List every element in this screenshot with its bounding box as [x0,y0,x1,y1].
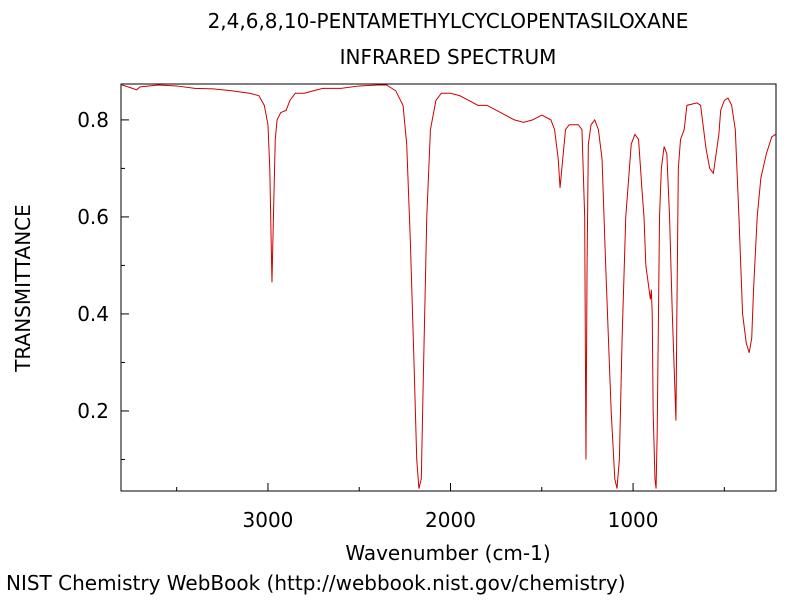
chart-title: 2,4,6,8,10-PENTAMETHYLCYCLOPENTASILOXANE [208,9,689,33]
y-tick-label: 0.4 [77,302,109,326]
footer: NIST Chemistry WebBook (http://webbook.n… [6,571,626,595]
plot-frame [120,83,777,492]
y-tick-label: 0.6 [77,205,109,229]
y-tick-label: 0.8 [77,108,109,132]
y-axis-label: TRANSMITTANCE [11,204,35,373]
x-tick-label: 3000 [243,508,294,532]
x-tick-label: 1000 [608,508,659,532]
y-tick-label: 0.2 [77,399,109,423]
x-axis-label: Wavenumber (cm-1) [345,541,550,565]
x-tick-label: 2000 [425,508,476,532]
chart-subtitle: INFRARED SPECTRUM [340,45,557,69]
spectrum-line [121,84,776,489]
